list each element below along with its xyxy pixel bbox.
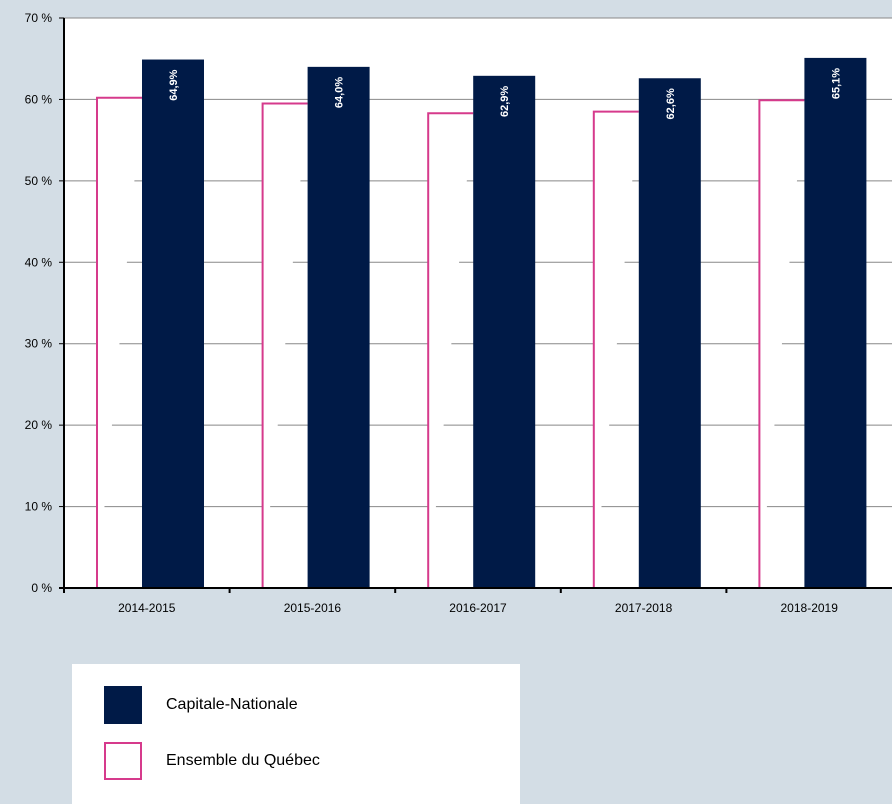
y-axis-ticks: 0 % 10 % 20 % 30 % 40 % 50 % 60 % 70 % — [25, 11, 64, 595]
x-tick-label: 2018-2019 — [781, 601, 839, 615]
data-label: 62,6% — [665, 88, 677, 119]
bar-ensemble-du-quebec — [96, 96, 142, 588]
data-labels: 64,9% 64,0% 62,9% 62,6% 65,1% — [168, 68, 842, 120]
bar-capitale-nationale — [307, 66, 370, 589]
legend-swatch-capitale-nationale — [104, 686, 142, 724]
y-tick-label: 60 % — [25, 92, 53, 106]
x-tick-label: 2015-2016 — [284, 601, 342, 615]
legend-item-capitale-nationale: Capitale-Nationale — [104, 686, 298, 724]
legend-label: Ensemble du Québec — [166, 752, 320, 769]
bar-capitale-nationale — [638, 78, 701, 588]
bar-ensemble-du-quebec — [592, 110, 639, 588]
legend: Capitale-Nationale Ensemble du Québec — [72, 664, 520, 804]
y-tick-label: 10 % — [25, 500, 53, 514]
x-tick-label: 2014-2015 — [118, 601, 176, 615]
y-tick-label: 30 % — [25, 337, 53, 351]
y-tick-label: 50 % — [25, 174, 53, 188]
y-tick-label: 0 % — [31, 581, 52, 595]
data-label: 62,9% — [499, 86, 511, 117]
bar-capitale-nationale — [804, 57, 867, 588]
y-tick-label: 40 % — [25, 255, 53, 269]
bar-ensemble-du-quebec — [758, 99, 805, 588]
x-axis-ticks: 2014-2015 2015-2016 2016-2017 2017-2018 2018… — [63, 588, 839, 615]
bars — [96, 57, 867, 589]
legend-swatch-ensemble-du-quebec — [104, 742, 142, 780]
data-label: 64,9% — [168, 69, 180, 100]
x-tick-label: 2016-2017 — [449, 601, 507, 615]
bar-capitale-nationale — [473, 75, 536, 589]
y-tick-label: 70 % — [25, 11, 53, 25]
bar-capitale-nationale — [142, 59, 204, 589]
bar-ensemble-du-quebec — [261, 102, 308, 588]
legend-label: Capitale-Nationale — [166, 696, 298, 713]
bar-ensemble-du-quebec — [427, 112, 474, 588]
data-label: 64,0% — [334, 77, 346, 108]
x-tick-label: 2017-2018 — [615, 601, 673, 615]
y-tick-label: 20 % — [25, 418, 53, 432]
data-label: 65,1% — [830, 68, 842, 99]
axes — [59, 18, 892, 593]
legend-item-ensemble-du-quebec: Ensemble du Québec — [104, 742, 320, 780]
